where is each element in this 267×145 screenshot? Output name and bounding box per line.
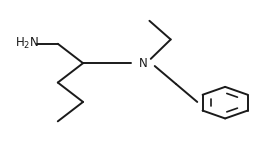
Text: N: N <box>138 57 147 70</box>
Text: H$_2$N: H$_2$N <box>15 36 40 51</box>
